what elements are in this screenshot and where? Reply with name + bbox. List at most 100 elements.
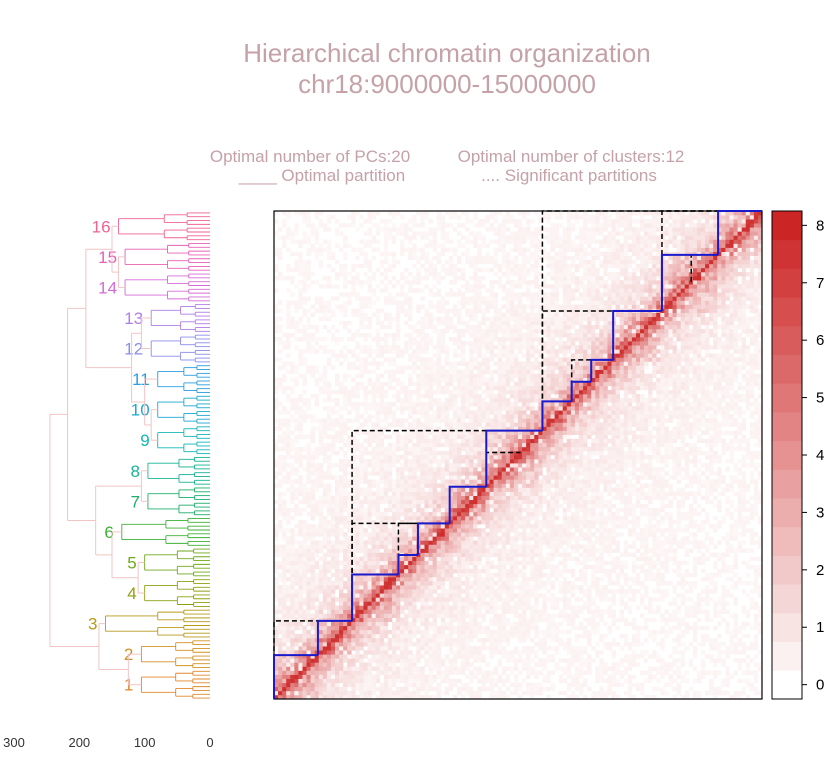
heatmap-cell — [688, 609, 694, 614]
heatmap-cell — [489, 520, 494, 525]
heatmap-cell — [550, 475, 555, 480]
heatmap-cell — [306, 568, 311, 574]
heatmap-cell — [339, 516, 344, 521]
heatmap-cell — [335, 633, 340, 639]
heatmap-cell — [753, 568, 759, 574]
heatmap-cell — [322, 658, 328, 663]
heatmap-cell — [579, 585, 584, 590]
heatmap-cell — [298, 507, 303, 513]
heatmap-cell — [420, 678, 425, 684]
heatmap-cell — [595, 621, 600, 627]
heatmap-cell — [282, 475, 287, 480]
heatmap-cell — [501, 601, 507, 606]
heatmap-cell — [566, 617, 572, 623]
heatmap-cell — [359, 544, 364, 549]
heatmap-cell — [566, 589, 572, 594]
heatmap-cell — [274, 666, 279, 671]
heatmap-cell — [530, 613, 535, 618]
heatmap-cell — [290, 560, 295, 566]
heatmap-cell — [570, 503, 576, 509]
heatmap-cell — [339, 613, 344, 618]
heatmap-cell — [566, 507, 572, 513]
heatmap-cell — [306, 605, 311, 610]
heatmap-cell — [298, 487, 303, 492]
heatmap-cell — [688, 585, 694, 590]
heatmap-cell — [550, 540, 555, 545]
heatmap-cell — [530, 666, 535, 671]
heatmap-cell — [412, 475, 417, 480]
heatmap-cell — [725, 690, 730, 696]
heatmap-cell — [534, 548, 539, 553]
heatmap-cell — [599, 613, 604, 618]
heatmap-cell — [599, 650, 604, 655]
heatmap-cell — [278, 572, 283, 578]
heatmap-cell — [648, 674, 653, 679]
chart-title: Hierarchical chromatin organization — [243, 38, 651, 68]
heatmap-cell — [733, 560, 738, 566]
heatmap-cell — [314, 581, 320, 586]
heatmap-cell — [351, 536, 356, 541]
heatmap-cell — [709, 642, 714, 647]
heatmap-cell — [530, 585, 535, 590]
heatmap-cell — [391, 585, 397, 590]
heatmap-cell — [725, 601, 730, 606]
heatmap-cell — [489, 694, 494, 700]
heatmap-cell — [375, 597, 381, 602]
heatmap-cell — [619, 662, 625, 667]
heatmap-cell — [737, 483, 742, 488]
heatmap-cell — [570, 662, 576, 667]
heatmap-cell — [489, 621, 494, 627]
heatmap-cell — [347, 556, 352, 562]
heatmap-cell — [574, 670, 580, 675]
heatmap-cell — [461, 662, 466, 667]
heatmap-cell — [591, 483, 596, 488]
heatmap-cell — [688, 520, 694, 525]
heatmap-cell — [432, 487, 437, 492]
heatmap-cell — [314, 532, 320, 537]
heatmap-cell — [489, 678, 494, 684]
heatmap-cell — [623, 560, 629, 566]
heatmap-cell — [424, 690, 429, 696]
heatmap-cell — [725, 670, 730, 675]
heatmap-cell — [452, 597, 458, 602]
heatmap-cell — [282, 694, 287, 700]
heatmap-cell — [452, 662, 458, 667]
heatmap-cell — [753, 499, 759, 505]
heatmap-cell — [404, 540, 409, 545]
heatmap-cell — [367, 495, 372, 501]
heatmap-cell — [729, 475, 734, 480]
heatmap-cell — [469, 593, 474, 598]
heatmap-cell — [579, 605, 584, 610]
heatmap-cell — [640, 601, 645, 606]
heatmap-cell — [481, 585, 486, 590]
heatmap-cell — [404, 589, 409, 594]
heatmap-cell — [538, 536, 543, 541]
heatmap-cell — [314, 524, 320, 529]
heatmap-cell — [375, 556, 381, 562]
heatmap-cell — [294, 495, 299, 501]
heatmap-cell — [526, 593, 531, 598]
heatmap-cell — [664, 552, 669, 557]
heatmap-cell — [367, 516, 372, 521]
heatmap-cell — [554, 532, 559, 537]
heatmap-cell — [717, 572, 722, 578]
heatmap-cell — [542, 516, 547, 521]
heatmap-cell — [416, 483, 421, 488]
heatmap-cell — [343, 682, 348, 688]
heatmap-cell — [623, 475, 629, 480]
heatmap-cell — [330, 552, 336, 557]
heatmap-cell — [741, 690, 747, 696]
heatmap-cell — [660, 507, 665, 513]
heatmap-cell — [391, 568, 397, 574]
heatmap-cell — [518, 536, 523, 541]
heatmap-cell — [554, 662, 559, 667]
heatmap-cell — [457, 540, 462, 545]
heatmap-cell — [485, 589, 490, 594]
heatmap-cell — [692, 690, 698, 696]
heatmap-cell — [644, 670, 649, 675]
heatmap-cell — [509, 581, 515, 586]
heatmap-cell — [387, 479, 393, 484]
heatmap-cell — [513, 564, 519, 570]
heatmap-cell — [461, 548, 466, 553]
heatmap-cell — [448, 491, 454, 496]
